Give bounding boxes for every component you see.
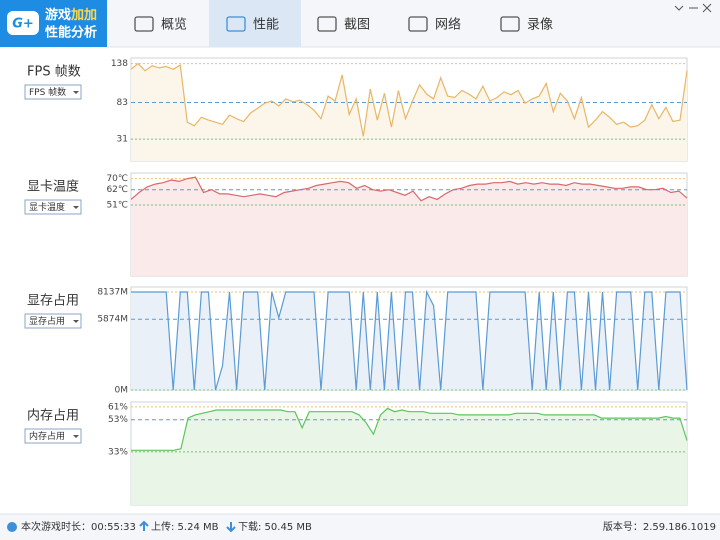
y-tick-label: 61% bbox=[108, 402, 128, 412]
tab-icon bbox=[500, 16, 520, 32]
area-fill bbox=[131, 177, 687, 276]
line bbox=[131, 407, 688, 451]
line bbox=[130, 176, 688, 202]
logo-icon: G+ bbox=[12, 17, 34, 32]
tab-icon bbox=[226, 16, 246, 32]
y-tick-label: 5874M bbox=[97, 315, 128, 325]
logo-top-b: 加加 bbox=[70, 8, 97, 23]
download: 下载: 50.45 MB bbox=[238, 521, 312, 533]
y-tick-label: 53% bbox=[108, 415, 128, 425]
header-bar bbox=[0, 0, 720, 47]
tab-bar: 概览 性能 截图 网络 录像 bbox=[134, 0, 553, 47]
y-tick-label: 83 bbox=[117, 98, 128, 108]
version: 版本号：2.59.186.1019 bbox=[603, 520, 716, 533]
selector-box[interactable] bbox=[24, 199, 82, 215]
selector-box[interactable] bbox=[24, 428, 82, 444]
y-tick-label: 0M bbox=[115, 386, 129, 396]
line bbox=[131, 289, 688, 391]
tab[interactable]: 录像 bbox=[527, 18, 553, 33]
y-tick-label: 51℃ bbox=[106, 201, 128, 211]
status-bar bbox=[0, 514, 720, 540]
selector-arrow bbox=[73, 91, 79, 94]
tab[interactable]: 概览 bbox=[161, 17, 187, 33]
tab[interactable]: 网络 bbox=[435, 17, 461, 33]
area-fill bbox=[131, 63, 687, 161]
area-fill bbox=[131, 408, 687, 505]
selector-box[interactable] bbox=[24, 313, 82, 329]
panel-title: FPS 帧数 bbox=[27, 65, 81, 80]
selector-arrow bbox=[73, 206, 79, 209]
clock-icon bbox=[7, 522, 17, 532]
tab-icon bbox=[134, 16, 154, 32]
line bbox=[130, 62, 688, 137]
y-tick-label: 70℃ bbox=[106, 174, 128, 184]
panel-title: 内存占用 bbox=[27, 408, 79, 424]
selector-box[interactable] bbox=[24, 84, 82, 100]
selector[interactable]: 内存占用 bbox=[29, 430, 65, 442]
selector-arrow bbox=[73, 435, 79, 438]
duration: 本次游戏时长：00:55:33 bbox=[21, 520, 136, 533]
upload-icon bbox=[139, 520, 149, 531]
tab-icon bbox=[408, 16, 428, 32]
y-tick-label: 33% bbox=[108, 447, 128, 457]
panel-title: 显存占用 bbox=[27, 294, 79, 309]
download-icon bbox=[226, 522, 236, 533]
y-tick-label: 138 bbox=[111, 59, 128, 69]
menu-button[interactable] bbox=[674, 5, 684, 11]
selector-arrow bbox=[73, 320, 79, 323]
logo-bottom: 性能分析 bbox=[45, 25, 97, 41]
y-tick-label: 8137M bbox=[97, 287, 128, 297]
selector[interactable]: FPS 帧数 bbox=[29, 86, 66, 98]
tab[interactable]: 截图 bbox=[344, 18, 370, 33]
tab-icon bbox=[317, 16, 337, 32]
panel-title: 显卡温度 bbox=[27, 179, 79, 195]
active-tab-bg bbox=[209, 0, 301, 47]
y-tick-label: 62℃ bbox=[106, 185, 128, 195]
y-tick-label: 31 bbox=[117, 135, 128, 145]
upload: 上传: 5.24 MB bbox=[151, 521, 219, 533]
logo-top-a: 游戏 bbox=[45, 7, 71, 23]
selector[interactable]: 显存占用 bbox=[29, 315, 65, 327]
tab[interactable]: 性能 bbox=[253, 18, 279, 33]
selector[interactable]: 显卡温度 bbox=[29, 201, 65, 213]
logo-top: 游戏加加 bbox=[45, 7, 97, 23]
close-button[interactable] bbox=[702, 3, 712, 13]
logo-icon-bg bbox=[7, 11, 39, 35]
